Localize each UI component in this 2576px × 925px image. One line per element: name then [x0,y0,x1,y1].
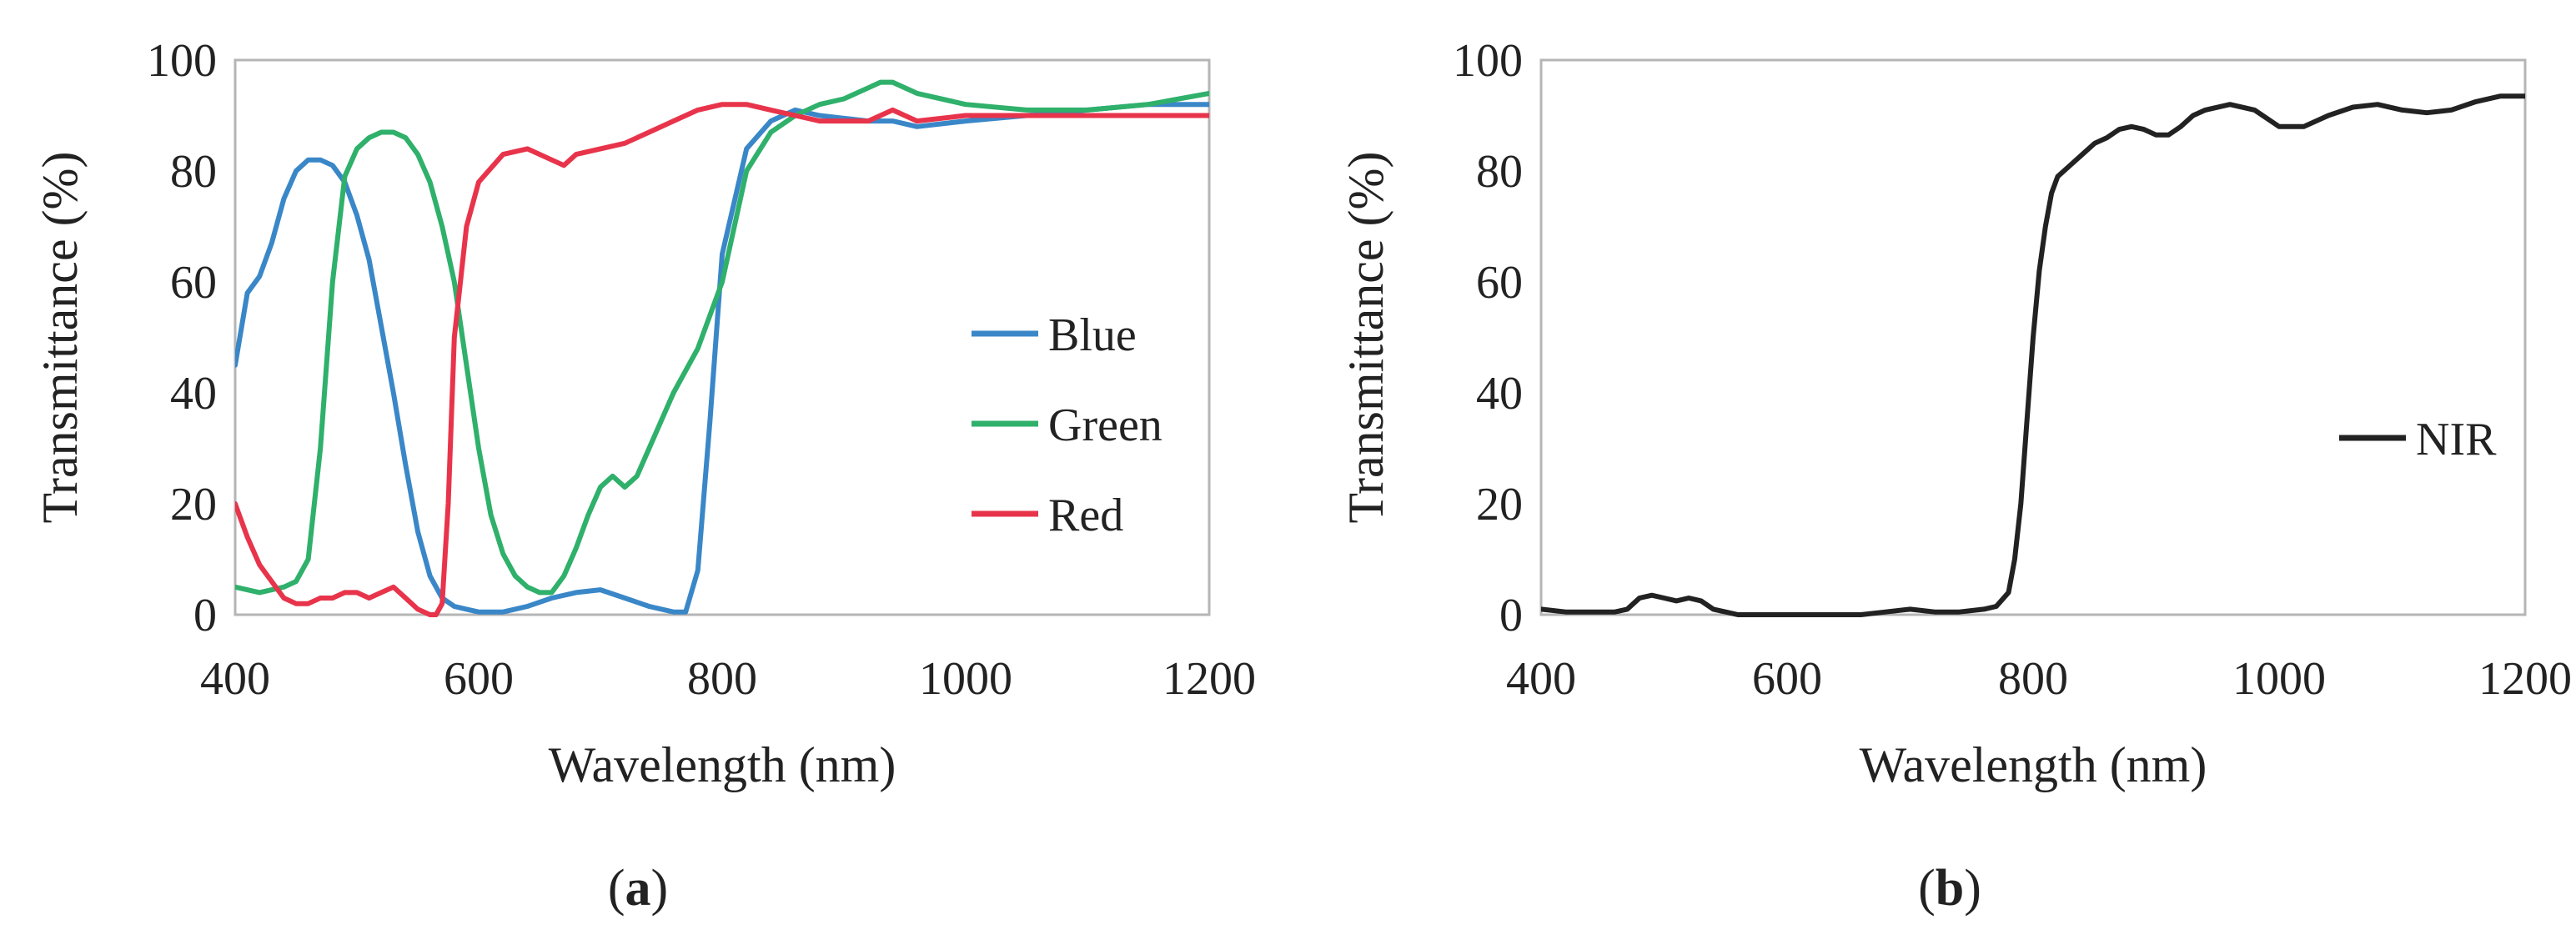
legend-label-green: Green [1048,400,1162,451]
y-tick-label: 0 [1499,590,1523,641]
y-tick-label: 20 [1476,479,1523,530]
y-tick-label: 40 [1476,368,1523,420]
y-tick-label: 60 [1476,257,1523,309]
plot-frame [1539,58,2527,616]
x-tick-label: 600 [1752,653,1822,705]
x-axis-label: Wavelength (nm) [1860,737,2207,792]
x-tick-label: 600 [444,653,514,705]
x-tick-label: 800 [687,653,757,705]
series-line-green [235,79,1209,596]
plot-frame [233,58,1211,616]
y-axis-label: Transmittance (%) [33,151,88,523]
x-tick-label: 1000 [2232,653,2326,705]
x-tick-label: 1000 [919,653,1012,705]
y-tick-label: 80 [170,146,217,198]
series-line-nir [1541,93,2525,617]
y-tick-label: 80 [1476,146,1523,198]
legend-label-blue: Blue [1048,309,1137,361]
x-tick-label: 800 [1998,653,2068,705]
x-tick-label: 1200 [1162,653,1256,705]
y-tick-label: 0 [193,590,217,641]
y-tick-label: 40 [170,368,217,420]
legend-label-red: Red [1048,490,1123,541]
panel-a-chart: 400 600 800 1000 1200 0 20 40 60 80 100 Wavelength … [33,35,1256,917]
legend-label-nir: NIR [2416,414,2497,465]
y-tick-label: 60 [170,257,217,309]
y-axis-label: Transmittance (%) [1338,151,1393,523]
panel-b-chart: 400 600 800 1000 1200 0 20 40 60 80 100 Wavelength … [1338,35,2572,917]
y-tick-label: 100 [147,35,217,87]
panel-label: (a) [608,860,668,917]
x-tick-label: 1200 [2478,653,2572,705]
panel-label: (b) [1918,860,1981,917]
x-tick-label: 400 [1506,653,1576,705]
y-tick-label: 100 [1453,35,1523,87]
series-line-red [235,102,1209,617]
x-tick-label: 400 [200,653,270,705]
y-tick-label: 20 [170,479,217,530]
x-axis-label: Wavelength (nm) [549,737,896,792]
